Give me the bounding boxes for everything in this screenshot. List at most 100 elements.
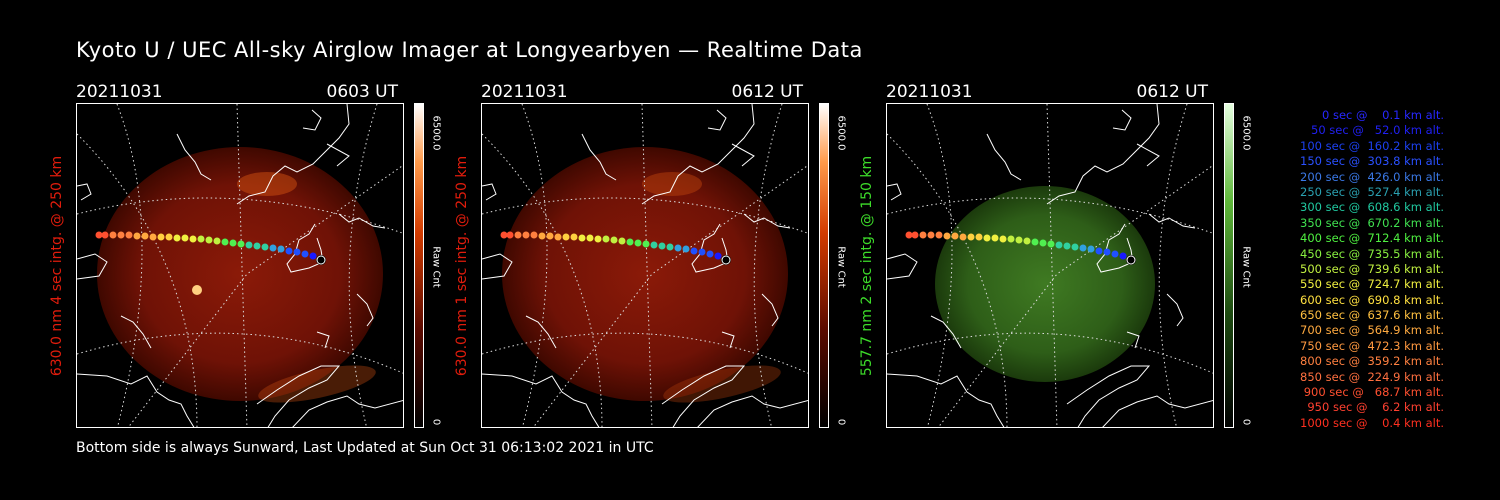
trajectory-point bbox=[109, 231, 117, 239]
coastline bbox=[236, 104, 350, 205]
trajectory-point bbox=[1031, 238, 1039, 246]
trajectory-point bbox=[951, 232, 959, 240]
legend-entry: 400 sec @ 712.4 km alt. bbox=[1300, 231, 1444, 246]
trajectory-point bbox=[173, 234, 181, 242]
panel-side-label: 630.0 nm 1 sec intg. @ 250 km bbox=[454, 155, 470, 376]
trajectory-point bbox=[213, 237, 221, 245]
panel-time: 0612 UT bbox=[731, 82, 804, 102]
trajectory-point bbox=[1087, 245, 1095, 253]
trajectory-point bbox=[554, 233, 562, 241]
coastline bbox=[356, 293, 374, 327]
trajectory-point bbox=[642, 240, 650, 248]
trajectory-point bbox=[1111, 250, 1119, 258]
trajectory-point bbox=[205, 236, 213, 244]
trajectory-point bbox=[95, 231, 103, 239]
trajectory-point bbox=[522, 231, 530, 239]
coastline bbox=[256, 365, 341, 427]
trajectory-point bbox=[650, 241, 658, 249]
trajectory-point bbox=[546, 232, 554, 240]
trajectory-point bbox=[1047, 240, 1055, 248]
trajectory-point bbox=[269, 244, 277, 252]
trajectory-point bbox=[967, 233, 975, 241]
trajectory-point bbox=[1119, 252, 1127, 260]
trajectory-point bbox=[285, 247, 293, 255]
trajectory-point bbox=[165, 233, 173, 241]
trajectory-legend: 0 sec @ 0.1 km alt. 50 sec @ 52.0 km alt… bbox=[1268, 108, 1444, 431]
legend-entry: 850 sec @ 224.9 km alt. bbox=[1300, 369, 1444, 384]
allsky-image bbox=[886, 103, 1214, 428]
coastline bbox=[1102, 395, 1213, 427]
legend-entry: 0 sec @ 0.1 km alt. bbox=[1321, 108, 1444, 122]
panel-time: 0603 UT bbox=[326, 82, 399, 102]
legend-entry: 250 sec @ 527.4 km alt. bbox=[1300, 184, 1444, 199]
coastline bbox=[697, 395, 808, 427]
graticule-line bbox=[521, 104, 548, 427]
trajectory-point bbox=[253, 242, 261, 250]
graticule-line bbox=[77, 133, 198, 427]
trajectory-point bbox=[101, 231, 109, 239]
trajectory-point bbox=[674, 244, 682, 252]
trajectory-point bbox=[919, 231, 927, 239]
trajectory-point bbox=[594, 235, 602, 243]
panel-date: 20211031 bbox=[481, 82, 568, 102]
sky-disc bbox=[97, 147, 383, 401]
coastline bbox=[120, 315, 152, 349]
legend-entry: 100 sec @ 160.2 km alt. bbox=[1300, 138, 1444, 153]
coastline bbox=[930, 315, 962, 349]
panel-date: 20211031 bbox=[76, 82, 163, 102]
color-bar-unit: Raw Cnt bbox=[835, 246, 847, 288]
trajectory-point bbox=[658, 242, 666, 250]
graticule-line bbox=[127, 164, 403, 427]
trajectory-point bbox=[500, 231, 508, 239]
coastline bbox=[1166, 293, 1184, 327]
trajectory-point bbox=[189, 235, 197, 243]
graticule-line bbox=[641, 104, 653, 427]
coastline bbox=[482, 183, 497, 201]
legend-entry: 350 sec @ 670.2 km alt. bbox=[1300, 215, 1444, 230]
trajectory-point bbox=[245, 241, 253, 249]
legend-entry: 200 sec @ 426.0 km alt. bbox=[1300, 169, 1444, 184]
trajectory-point bbox=[261, 243, 269, 251]
color-bar-max: 6500.0 bbox=[835, 115, 847, 151]
trajectory-point bbox=[999, 235, 1007, 243]
legend-entry: 750 sec @ 472.3 km alt. bbox=[1300, 338, 1444, 353]
trajectory-point bbox=[1023, 237, 1031, 245]
footer-note: Bottom side is always Sunward, Last Upda… bbox=[76, 440, 654, 456]
coastline bbox=[1066, 365, 1151, 427]
trajectory-point bbox=[905, 231, 913, 239]
coastline bbox=[887, 373, 1005, 427]
graticule-line bbox=[116, 104, 143, 427]
launch-site-marker bbox=[1126, 255, 1136, 265]
coastline bbox=[316, 331, 330, 349]
coastline bbox=[1148, 213, 1196, 229]
trajectory-point bbox=[991, 234, 999, 242]
launch-site-marker bbox=[721, 255, 731, 265]
panel-side-label: 630.0 nm 4 sec intg. @ 250 km bbox=[49, 155, 65, 376]
trajectory-point bbox=[141, 232, 149, 240]
legend-entry: 150 sec @ 303.8 km alt. bbox=[1300, 154, 1444, 169]
sky-disc bbox=[502, 147, 788, 401]
trajectory-point bbox=[125, 231, 133, 239]
trajectory-point bbox=[586, 234, 594, 242]
legend-entry: 700 sec @ 564.9 km alt. bbox=[1300, 323, 1444, 338]
coastline bbox=[292, 395, 403, 427]
trajectory-point bbox=[530, 231, 538, 239]
allsky-image bbox=[76, 103, 404, 428]
graticule-line bbox=[887, 133, 1008, 427]
trajectory-point bbox=[117, 231, 125, 239]
coastline bbox=[743, 213, 791, 229]
trajectory-point bbox=[975, 233, 983, 241]
aurora-patch bbox=[642, 172, 702, 196]
legend-entry: 800 sec @ 359.2 km alt. bbox=[1300, 354, 1444, 369]
graticule-line bbox=[1046, 104, 1058, 427]
trajectory-point bbox=[309, 252, 317, 260]
panel-side-label: 557.7 nm 2 sec intg. @ 150 km bbox=[859, 155, 875, 376]
page-title: Kyoto U / UEC All-sky Airglow Imager at … bbox=[76, 38, 863, 62]
graticule-line bbox=[77, 332, 403, 374]
coastline bbox=[721, 331, 735, 349]
coastline bbox=[482, 373, 600, 427]
trajectory-point bbox=[301, 250, 309, 258]
trajectory-point bbox=[983, 234, 991, 242]
trajectory-point bbox=[562, 233, 570, 241]
trajectory-point bbox=[538, 232, 546, 240]
